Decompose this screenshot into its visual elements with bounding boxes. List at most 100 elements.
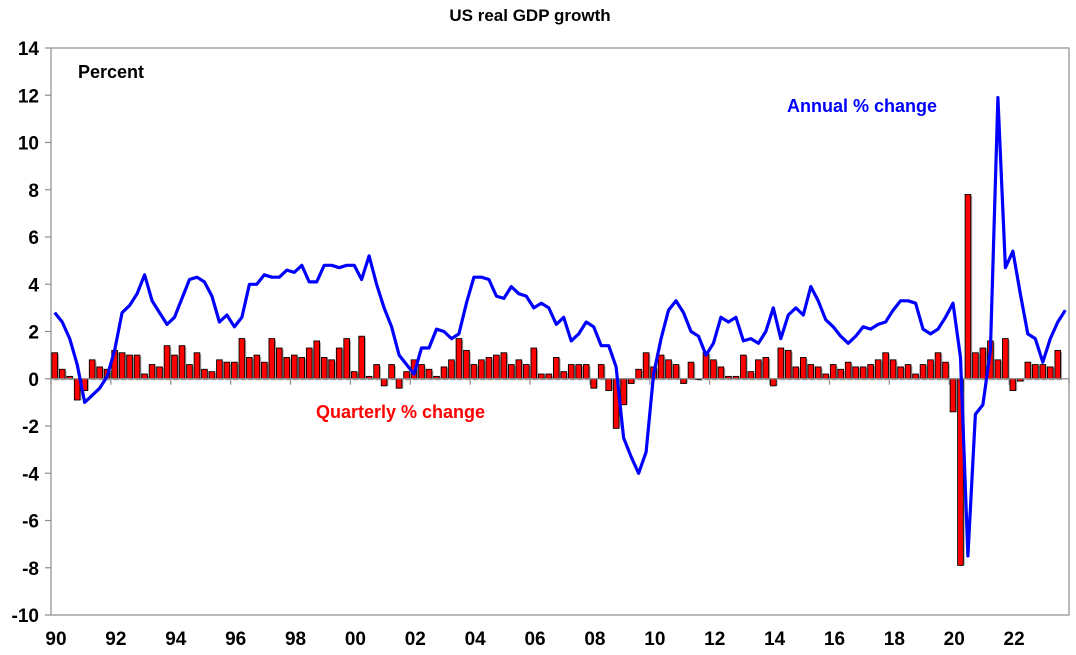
quarterly-bar <box>388 364 395 380</box>
quarterly-bar <box>859 366 867 380</box>
quarterly-bar <box>343 338 350 380</box>
quarterly-bar <box>246 357 253 380</box>
y-tick-label: -10 <box>12 606 39 627</box>
quarterly-bar <box>208 371 216 380</box>
quarterly-bar <box>874 359 882 380</box>
quarterly-bar <box>777 347 785 380</box>
quarterly-bar <box>620 378 627 406</box>
quarterly-bar <box>897 366 904 380</box>
quarterly-bar <box>478 359 485 380</box>
quarterly-bar <box>508 364 515 380</box>
y-tick-label: 12 <box>18 86 39 107</box>
quarterly-bar <box>216 359 223 380</box>
y-tick-label: 8 <box>28 181 39 202</box>
quarterly-bar <box>799 357 807 380</box>
quarterly-bar <box>537 373 545 380</box>
chart-title: US real GDP growth <box>449 6 610 25</box>
quarterly-bar <box>934 352 942 380</box>
bar-shadow <box>697 380 703 382</box>
y-tick-label: -2 <box>22 417 39 438</box>
quarterly-bar <box>1032 364 1039 380</box>
quarterly-bar <box>627 378 635 384</box>
quarterly-bar <box>597 364 605 380</box>
quarterly-bar <box>515 359 523 380</box>
quarterly-bar <box>672 364 680 380</box>
quarterly-bar <box>500 352 508 380</box>
quarterly-bar <box>785 349 792 380</box>
quarterly-bar <box>904 364 912 380</box>
x-tick-label: 94 <box>165 629 187 650</box>
quarterly-bar <box>822 373 830 380</box>
quarterly-bar <box>523 364 530 380</box>
quarterly-bar <box>575 364 583 380</box>
quarterly-bar <box>979 347 987 380</box>
quarterly-bar <box>942 361 949 380</box>
legend-quarterly-label: Quarterly % change <box>316 402 485 422</box>
quarterly-bar <box>141 373 148 380</box>
quarterly-bar <box>201 368 208 380</box>
x-tick-label: 14 <box>764 629 786 650</box>
quarterly-bar <box>485 357 493 380</box>
x-tick-label: 00 <box>345 629 366 650</box>
quarterly-bar <box>837 368 844 380</box>
quarterly-bar <box>313 340 321 380</box>
quarterly-bar <box>276 347 283 380</box>
quarterly-bar <box>193 352 201 380</box>
y-axis: 14 12 10 8 6 4 2 0 -2 -4 -6 -8 -10 <box>12 39 51 627</box>
y-tick-label: 10 <box>18 134 39 155</box>
quarterly-bar <box>403 371 410 380</box>
quarterly-bar <box>350 371 358 380</box>
quarterly-bar <box>635 368 642 380</box>
y-tick-label: 6 <box>28 228 39 249</box>
quarterly-bar <box>238 338 246 380</box>
y-tick-label: -8 <box>22 559 39 580</box>
y-unit-label: Percent <box>78 62 144 82</box>
x-tick-label: 04 <box>465 629 487 650</box>
quarterly-bar <box>395 378 403 389</box>
x-tick-label: 02 <box>405 629 426 650</box>
quarterly-bar <box>972 352 979 380</box>
quarterly-bar <box>1024 361 1032 380</box>
x-axis: 90 92 94 96 98 00 02 04 06 08 10 12 14 16 18 20 22 <box>45 378 1070 650</box>
quarterly-bar <box>290 354 298 380</box>
quarterly-bar <box>448 359 455 380</box>
quarterly-bar <box>320 357 328 380</box>
quarterly-bar <box>455 338 463 380</box>
quarterly-bar <box>358 335 365 380</box>
quarterly-bar <box>740 354 747 380</box>
x-tick-label: 08 <box>584 629 605 650</box>
quarterly-bar <box>1046 366 1054 380</box>
quarterly-bar <box>298 357 306 380</box>
quarterly-bar <box>919 364 927 380</box>
quarterly-bar <box>380 378 388 387</box>
quarterly-bar <box>994 359 1002 380</box>
quarterly-bar <box>552 357 560 380</box>
quarterly-bar <box>657 354 665 380</box>
legend-annual-label: Annual % change <box>787 96 937 116</box>
quarterly-bar <box>1054 349 1062 380</box>
quarterly-bar <box>889 359 897 380</box>
quarterly-bar <box>283 357 291 380</box>
quarterly-bar <box>867 364 874 380</box>
y-tick-label: -4 <box>22 464 39 485</box>
quarterly-bar <box>792 366 800 380</box>
quarterly-bar <box>829 364 837 380</box>
quarterly-bar <box>186 364 193 380</box>
quarterly-bar <box>148 364 156 380</box>
quarterly-bar <box>882 352 889 380</box>
quarterly-bar <box>605 378 612 392</box>
x-tick-label: 12 <box>704 629 725 650</box>
quarterly-bar <box>755 359 762 380</box>
quarterly-bar <box>268 338 276 380</box>
quarterly-bar <box>493 354 500 380</box>
quarterly-bar <box>96 366 103 380</box>
quarterly-bar <box>545 373 553 380</box>
y-tick-label: 4 <box>28 275 39 296</box>
quarterly-bar <box>964 194 972 380</box>
quarterly-bar <box>762 357 770 380</box>
quarterly-bar <box>717 366 725 380</box>
x-tick-label: 90 <box>45 629 66 650</box>
quarterly-bar <box>807 364 815 380</box>
quarterly-bar <box>305 347 313 380</box>
